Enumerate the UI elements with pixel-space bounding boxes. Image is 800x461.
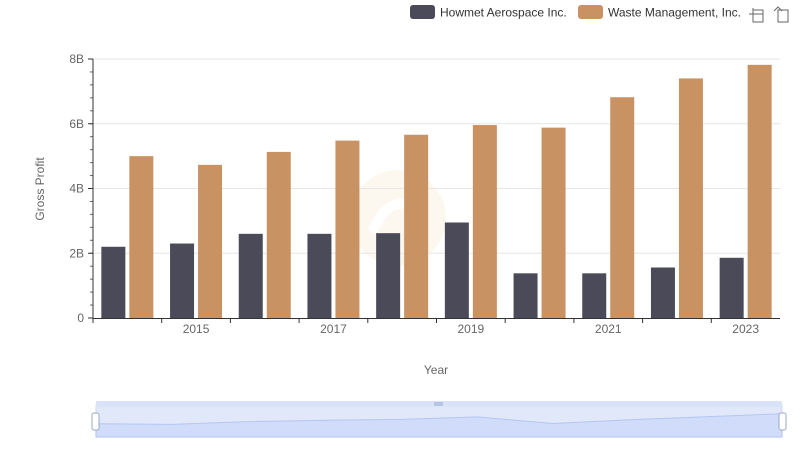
bar-howmet-2022[interactable] xyxy=(650,267,675,318)
zoom-select-icon[interactable] xyxy=(749,8,764,23)
bar-howmet-2020[interactable] xyxy=(513,273,538,318)
x-tick-label: 2019 xyxy=(457,322,484,336)
bar-waste-2022[interactable] xyxy=(678,78,703,318)
legend-label-howmet[interactable]: Howmet Aerospace Inc. xyxy=(440,6,567,20)
bar-waste-2014[interactable] xyxy=(129,156,154,318)
x-tick-label: 2017 xyxy=(320,322,347,336)
restore-icon[interactable] xyxy=(773,6,789,23)
legend-swatch-waste[interactable] xyxy=(578,5,603,19)
legend-swatch-howmet[interactable] xyxy=(410,5,435,19)
data-zoom-left-handle[interactable] xyxy=(91,412,100,431)
y-tick-label: 8B xyxy=(69,52,84,66)
bar-waste-2019[interactable] xyxy=(472,125,497,318)
legend-label-waste[interactable]: Waste Management, Inc. xyxy=(608,6,741,20)
bar-waste-2017[interactable] xyxy=(335,140,360,318)
bar-waste-2020[interactable] xyxy=(541,127,566,318)
bar-waste-2016[interactable] xyxy=(266,151,291,318)
bar-howmet-2017[interactable] xyxy=(307,233,332,318)
data-zoom-move-handle[interactable] xyxy=(434,402,443,406)
y-tick-label: 2B xyxy=(69,246,84,260)
x-tick-label: 2021 xyxy=(595,322,622,336)
bar-waste-2015[interactable] xyxy=(198,164,223,318)
bar-waste-2023[interactable] xyxy=(747,64,772,318)
x-tick-label: 2015 xyxy=(183,322,210,336)
bar-howmet-2016[interactable] xyxy=(238,233,263,318)
x-axis-title: Year xyxy=(424,363,448,377)
y-tick-label: 6B xyxy=(69,117,84,131)
bar-howmet-2018[interactable] xyxy=(376,233,401,318)
data-zoom-right-handle[interactable] xyxy=(778,412,787,431)
y-axis-title: Gross Profit xyxy=(33,157,47,221)
legend[interactable]: Howmet Aerospace Inc. Waste Management, … xyxy=(410,5,741,20)
x-tick-labels: 2015 2017 2019 2021 2023 xyxy=(92,318,759,336)
x-tick-label: 2023 xyxy=(732,322,759,336)
bar-waste-2021[interactable] xyxy=(610,97,635,318)
data-zoom-slider[interactable] xyxy=(91,401,787,438)
y-tick-label: 0 xyxy=(77,311,84,325)
bar-howmet-2021[interactable] xyxy=(582,273,607,318)
bar-howmet-2023[interactable] xyxy=(719,257,744,318)
bar-howmet-2015[interactable] xyxy=(170,243,195,318)
bar-waste-2018[interactable] xyxy=(404,134,429,318)
y-tick-labels: 0 2B 4B 6B 8B xyxy=(69,52,93,325)
data-zoom-selection[interactable] xyxy=(96,405,782,437)
y-tick-label: 4B xyxy=(69,182,84,196)
bars xyxy=(101,64,772,318)
bar-howmet-2019[interactable] xyxy=(444,222,469,318)
bar-howmet-2014[interactable] xyxy=(101,246,126,318)
